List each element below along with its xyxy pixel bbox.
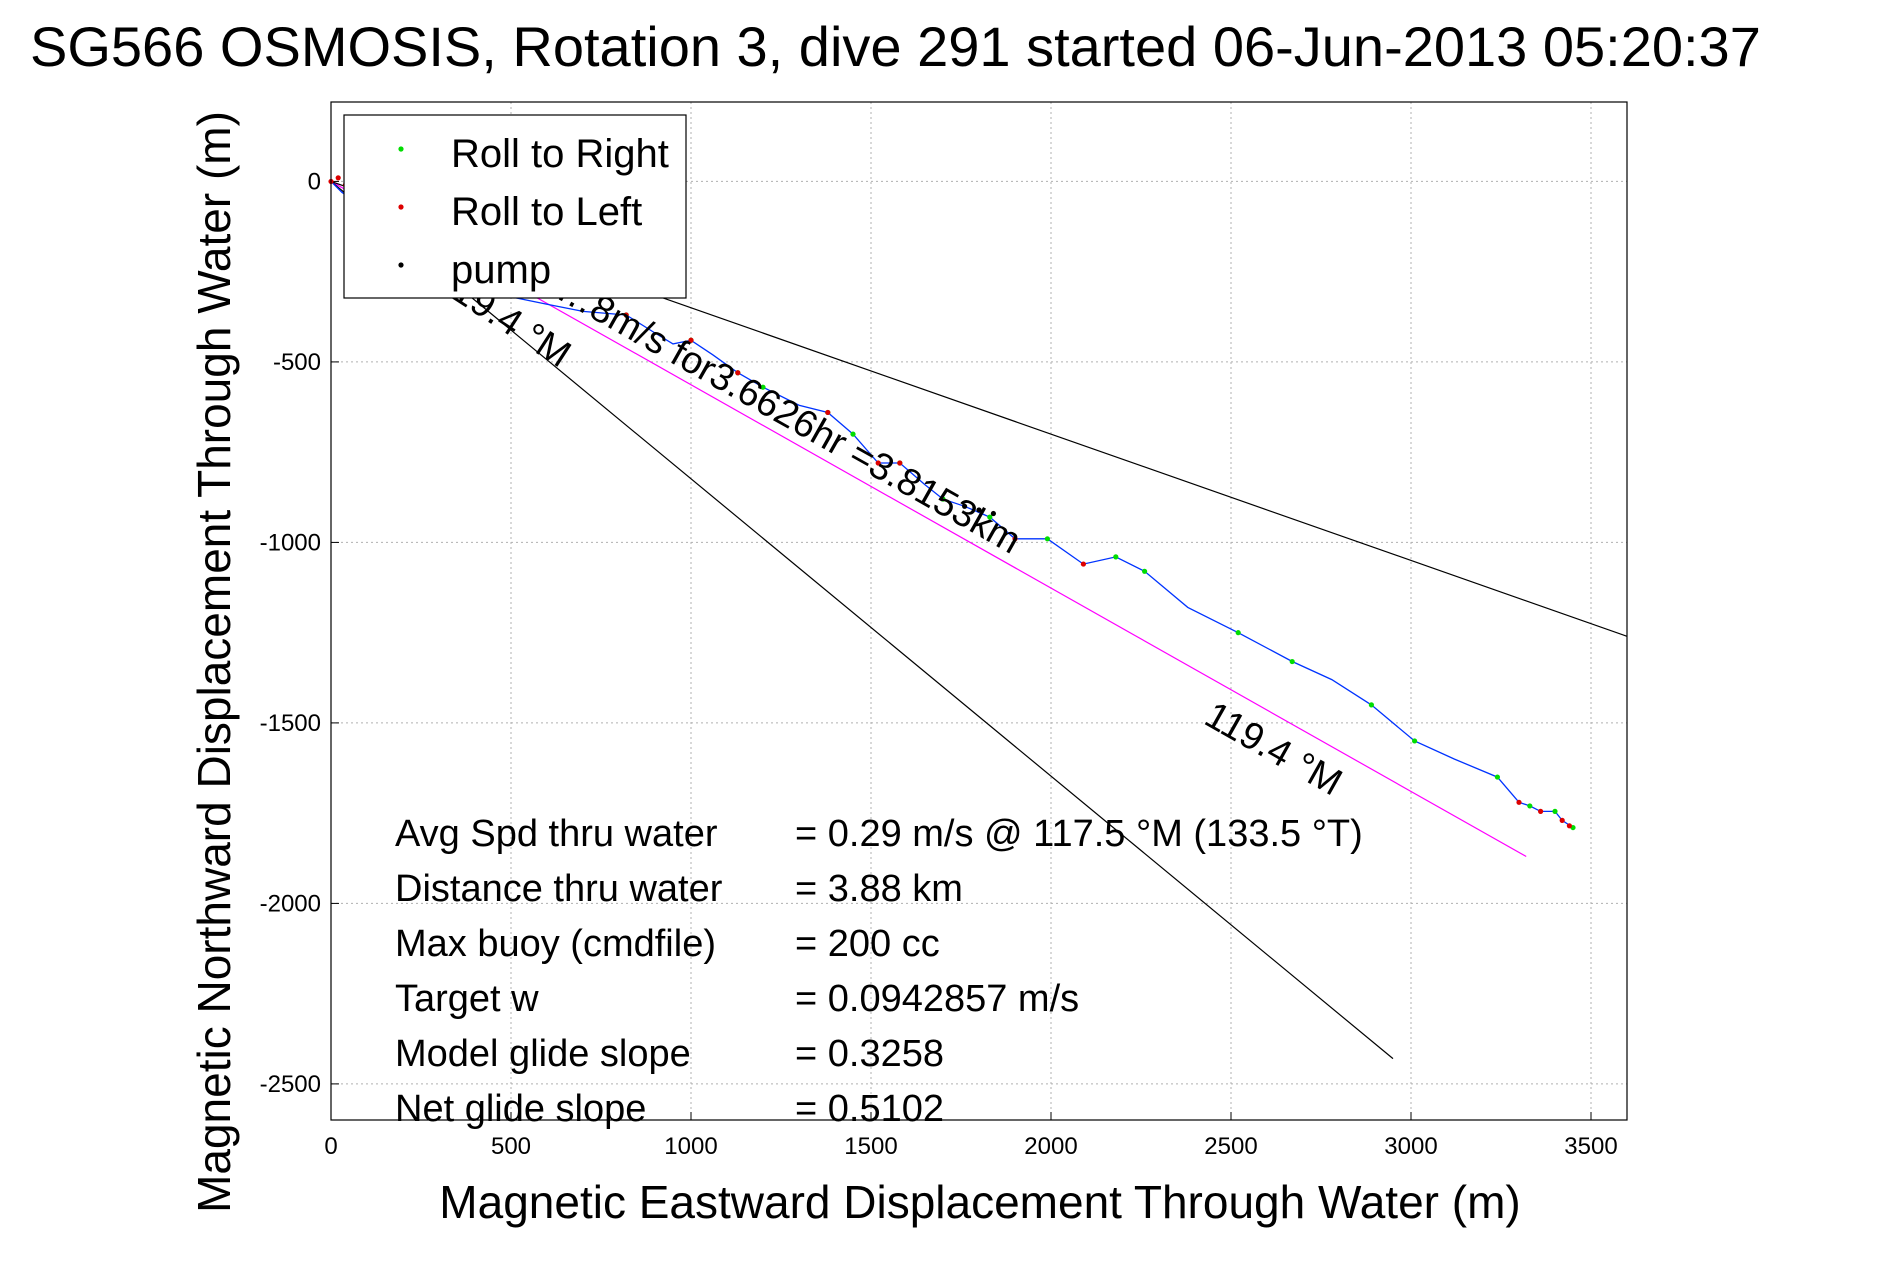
roll-right-point [1368, 702, 1374, 708]
y-tick-label: -2000 [260, 890, 321, 917]
roll-right-point [1412, 738, 1418, 744]
x-tick-label: 3000 [1384, 1133, 1437, 1160]
roll-left-point [1559, 817, 1565, 823]
x-tick-label: 2000 [1024, 1133, 1077, 1160]
roll-left-point [1012, 536, 1018, 542]
y-tick-label: -1000 [260, 529, 321, 556]
roll-left-point [825, 409, 831, 416]
pump-point [976, 507, 982, 513]
stat-value: = 0.29 m/s @ 117.5 °M (133.5 °T) [795, 813, 1363, 855]
roll-right-point [1494, 774, 1500, 780]
x-tick-label: 3500 [1564, 1133, 1617, 1160]
x-tick-label: 1500 [844, 1133, 897, 1160]
stat-label: Net glide slope [395, 1088, 646, 1130]
y-tick-label: 0 [308, 168, 321, 195]
roll-left-point [688, 337, 694, 343]
stat-label: Target w [395, 978, 539, 1020]
y-tick-label: -500 [273, 349, 321, 376]
roll-left-point [1516, 799, 1522, 805]
roll-right-point [1527, 803, 1533, 809]
track-line [330, 180, 1574, 829]
stat-label: Distance thru water [395, 868, 723, 910]
roll-left-point [875, 460, 881, 466]
legend: Roll to Right Roll to Left pump [343, 114, 687, 299]
tick-labels: 0 500 1000 1500 2000 2500 3000 3500 0 -500 -1000 -1… [260, 168, 1618, 1160]
roll-left-point [335, 175, 341, 181]
roll-right-point [987, 514, 993, 520]
stat-label: Max buoy (cmdfile) [395, 923, 716, 965]
x-tick-label: 2500 [1204, 1133, 1257, 1160]
stat-value: = 0.3258 [795, 1033, 944, 1075]
legend-marker [398, 204, 404, 210]
reference-line-bound-lower [330, 180, 1394, 1060]
legend-marker [398, 146, 404, 152]
pump-point [990, 510, 997, 517]
roll-right-point [1289, 658, 1295, 665]
roll-left-point [1566, 823, 1572, 829]
stat-label: Avg Spd thru water [395, 813, 718, 855]
markers [328, 175, 1576, 831]
chart-title: SG566 OSMOSIS, Rotation 3, dive 291 star… [30, 15, 1761, 78]
roll-right-point [940, 496, 946, 502]
legend-label: Roll to Right [451, 132, 669, 176]
legend-label: pump [451, 248, 551, 292]
stat-value: = 3.88 km [795, 868, 963, 910]
pump-point [962, 503, 968, 509]
legend-label: Roll to Left [451, 190, 642, 234]
y-tick-label: -2500 [260, 1071, 321, 1098]
x-tick-label: 0 [324, 1133, 337, 1160]
stat-value: = 0.5102 [795, 1088, 944, 1130]
plot-frame [330, 101, 1628, 1121]
track [330, 180, 1574, 829]
roll-right-point [1552, 808, 1558, 814]
stat-label: Model glide slope [395, 1033, 691, 1075]
roll-right-point [1044, 536, 1050, 542]
stat-value: = 200 cc [795, 923, 940, 965]
roll-left-point [735, 370, 741, 376]
roll-left-point [1538, 808, 1544, 814]
roll-right-point [850, 431, 856, 437]
stat-value: = 0.0942857 m/s [795, 978, 1079, 1020]
x-tick-label: 500 [491, 1133, 531, 1160]
roll-right-point [760, 384, 766, 390]
roll-left-point [897, 460, 903, 466]
x-tick-label: 1000 [664, 1133, 717, 1160]
roll-right-point [1235, 630, 1241, 636]
roll-left-point [623, 312, 629, 318]
y-tick-label: -1500 [260, 710, 321, 737]
roll-right-point [1113, 554, 1119, 560]
roll-left-point [1080, 561, 1086, 567]
y-axis-label: Magnetic Northward Displacement Through … [188, 111, 240, 1213]
legend-marker [398, 262, 404, 268]
x-axis-label: Magnetic Eastward Displacement Through W… [439, 1176, 1520, 1228]
roll-right-point [1142, 568, 1148, 574]
stats-box: Avg Spd thru water = 0.29 m/s @ 117.5 °M … [395, 813, 1363, 1130]
